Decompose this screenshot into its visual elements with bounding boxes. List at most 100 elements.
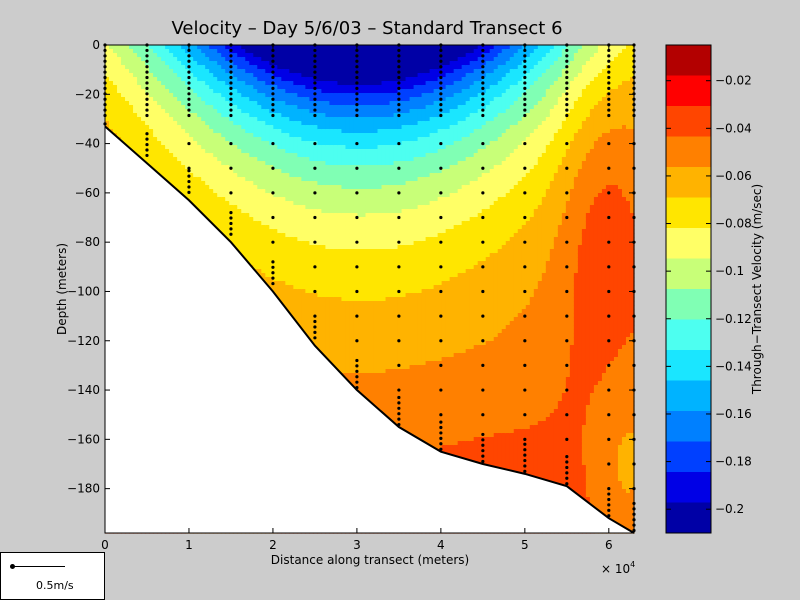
contour-cell — [105, 113, 110, 118]
contour-cell — [201, 153, 206, 158]
contour-cell — [265, 213, 270, 218]
contour-cell — [201, 177, 206, 182]
contour-cell — [157, 49, 162, 54]
contour-cell — [217, 81, 222, 86]
contour-cell — [205, 101, 210, 106]
contour-cell — [213, 189, 218, 194]
contour-cell — [237, 81, 242, 86]
contour-cell — [129, 81, 134, 86]
contour-cell — [229, 225, 234, 230]
contour-cell — [201, 89, 206, 94]
contour-cell — [221, 133, 226, 138]
contour-cell — [233, 233, 238, 238]
contour-cell — [105, 65, 110, 70]
contour-cell — [233, 117, 238, 122]
contour-cell — [249, 65, 254, 70]
contour-cell — [149, 81, 154, 86]
contour-cell — [257, 165, 262, 170]
contour-cell — [153, 97, 158, 102]
contour-cell — [161, 93, 166, 98]
contour-cell — [205, 209, 210, 214]
contour-cell — [157, 153, 162, 158]
contour-cell — [253, 137, 258, 142]
contour-cell — [245, 125, 250, 130]
contour-cell — [185, 109, 190, 114]
contour-cell — [149, 149, 154, 154]
contour-cell — [253, 125, 258, 130]
contour-cell — [265, 125, 270, 130]
contour-cell — [169, 77, 174, 82]
contour-cell — [189, 89, 194, 94]
contour-cell — [129, 113, 134, 118]
contour-cell — [177, 177, 182, 182]
contour-cell — [265, 201, 270, 206]
contour-cell — [245, 221, 250, 226]
contour-cell — [245, 89, 250, 94]
contour-cell — [261, 181, 266, 186]
contour-cell — [161, 169, 166, 174]
contour-cell — [157, 145, 162, 150]
contour-cell — [129, 105, 134, 110]
contour-cell — [221, 57, 226, 62]
contour-cell — [241, 129, 246, 134]
contour-cell — [265, 273, 270, 278]
contour-cell — [185, 153, 190, 158]
contour-cell — [193, 101, 198, 106]
contour-cell — [165, 49, 170, 54]
contour-cell — [209, 109, 214, 114]
contour-cell — [105, 77, 110, 82]
contour-cell — [249, 129, 254, 134]
contour-cell — [209, 161, 214, 166]
contour-cell — [249, 81, 254, 86]
contour-cell — [209, 205, 214, 210]
contour-cell — [245, 233, 250, 238]
contour-cell — [213, 121, 218, 126]
contour-cell — [165, 81, 170, 86]
contour-cell — [141, 153, 146, 158]
contour-cell — [265, 45, 270, 50]
contour-cell — [245, 69, 250, 74]
contour-cell — [249, 181, 254, 186]
contour-cell — [249, 217, 254, 222]
contour-cell — [169, 173, 174, 178]
contour-cell — [173, 61, 178, 66]
contour-cell — [225, 145, 230, 150]
contour-cell — [161, 85, 166, 90]
contour-cell — [149, 97, 154, 102]
contour-cell — [265, 89, 270, 94]
contour-cell — [173, 133, 178, 138]
contour-cell — [209, 201, 214, 206]
contour-cell — [257, 269, 262, 274]
contour-cell — [261, 217, 266, 222]
contour-cell — [193, 133, 198, 138]
contour-cell — [209, 189, 214, 194]
contour-cell — [161, 77, 166, 82]
contour-cell — [229, 105, 234, 110]
contour-cell — [241, 133, 246, 138]
contour-cell — [249, 73, 254, 78]
contour-cell — [165, 85, 170, 90]
contour-cell — [153, 81, 158, 86]
contour-cell — [253, 153, 258, 158]
contour-cell — [109, 73, 114, 78]
contour-cell — [113, 129, 118, 134]
contour-cell — [225, 177, 230, 182]
contour-cell — [213, 77, 218, 82]
contour-cell — [141, 149, 146, 154]
contour-cell — [245, 73, 250, 78]
contour-cell — [249, 113, 254, 118]
contour-cell — [185, 129, 190, 134]
contour-cell — [265, 57, 270, 62]
contour-cell — [161, 149, 166, 154]
contour-cell — [205, 49, 210, 54]
contour-cell — [161, 45, 166, 50]
contour-cell — [125, 69, 130, 74]
contour-cell — [205, 137, 210, 142]
contour-cell — [197, 77, 202, 82]
contour-cell — [173, 129, 178, 134]
contour-cell — [217, 49, 222, 54]
contour-cell — [193, 161, 198, 166]
contour-cell — [177, 141, 182, 146]
contour-cell — [161, 121, 166, 126]
contour-cell — [189, 45, 194, 50]
